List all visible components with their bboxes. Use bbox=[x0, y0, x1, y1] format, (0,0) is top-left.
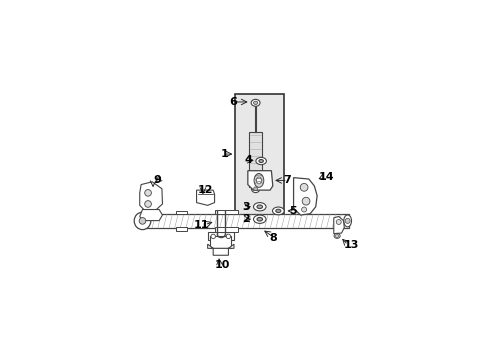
Text: 9: 9 bbox=[153, 175, 161, 185]
Polygon shape bbox=[293, 177, 317, 215]
Text: 13: 13 bbox=[343, 240, 358, 250]
Text: 2: 2 bbox=[242, 214, 249, 224]
Bar bbox=[141, 214, 348, 228]
Text: 6: 6 bbox=[229, 97, 237, 107]
Ellipse shape bbox=[255, 157, 266, 165]
Polygon shape bbox=[333, 216, 344, 234]
Circle shape bbox=[144, 201, 151, 207]
Ellipse shape bbox=[275, 209, 280, 212]
Ellipse shape bbox=[272, 207, 284, 215]
Text: 12: 12 bbox=[198, 185, 213, 194]
Circle shape bbox=[144, 190, 151, 196]
Ellipse shape bbox=[259, 159, 263, 162]
Circle shape bbox=[345, 219, 349, 223]
Circle shape bbox=[302, 197, 309, 205]
Ellipse shape bbox=[251, 99, 260, 106]
Ellipse shape bbox=[253, 203, 265, 211]
Ellipse shape bbox=[257, 205, 262, 208]
Ellipse shape bbox=[253, 101, 257, 104]
Circle shape bbox=[336, 220, 341, 225]
Text: 5: 5 bbox=[289, 206, 296, 216]
Ellipse shape bbox=[253, 215, 265, 223]
Bar bbox=[207, 232, 233, 240]
Bar bbox=[235, 94, 284, 215]
Ellipse shape bbox=[343, 215, 351, 227]
Ellipse shape bbox=[256, 177, 261, 184]
Text: 10: 10 bbox=[214, 260, 229, 270]
Polygon shape bbox=[207, 244, 233, 255]
Ellipse shape bbox=[251, 185, 259, 193]
Bar bbox=[175, 227, 186, 231]
Text: 14: 14 bbox=[318, 172, 333, 182]
Text: 4: 4 bbox=[244, 155, 251, 165]
Circle shape bbox=[301, 207, 306, 212]
Bar bbox=[175, 211, 186, 214]
Bar bbox=[248, 132, 262, 187]
Circle shape bbox=[300, 184, 307, 191]
Polygon shape bbox=[140, 182, 162, 211]
Ellipse shape bbox=[257, 217, 262, 221]
Bar bbox=[210, 236, 231, 248]
Text: 3: 3 bbox=[242, 202, 249, 212]
Circle shape bbox=[210, 234, 215, 239]
Circle shape bbox=[335, 234, 338, 238]
Polygon shape bbox=[247, 171, 272, 190]
Polygon shape bbox=[140, 210, 162, 221]
Circle shape bbox=[139, 217, 145, 224]
Text: 11: 11 bbox=[194, 220, 209, 230]
Ellipse shape bbox=[333, 233, 340, 238]
Circle shape bbox=[226, 234, 230, 239]
Ellipse shape bbox=[134, 212, 150, 230]
Bar bbox=[214, 210, 238, 214]
Text: 8: 8 bbox=[269, 233, 277, 243]
Text: 1: 1 bbox=[220, 149, 228, 159]
Ellipse shape bbox=[253, 187, 257, 190]
Text: 7: 7 bbox=[282, 175, 290, 185]
Polygon shape bbox=[196, 190, 214, 205]
Ellipse shape bbox=[254, 174, 263, 187]
Bar bbox=[214, 227, 238, 232]
